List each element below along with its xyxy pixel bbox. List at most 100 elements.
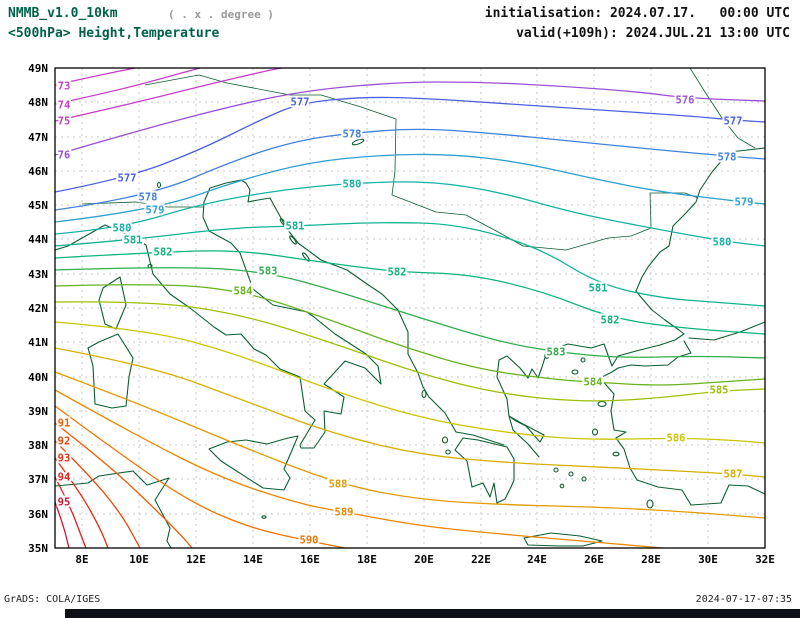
lat-tick-label: 38N xyxy=(28,439,48,452)
contour-labels: 7374757657657757757757857857857957958058… xyxy=(56,79,756,549)
grads-credit: GrADS: COLA/IGES xyxy=(4,594,101,605)
lake-garda xyxy=(156,181,162,189)
coastline-turkey-aegean xyxy=(599,340,765,506)
island-kefalonia xyxy=(441,436,449,444)
contour-label-584: 584 xyxy=(584,377,603,389)
island-corfu xyxy=(421,389,427,399)
island-euboea xyxy=(508,415,545,443)
lon-tick-label: 22E xyxy=(471,553,491,566)
coastline-france-italy-balkans-greece xyxy=(55,179,505,449)
lat-tick-label: 41N xyxy=(28,336,48,349)
contour-594 xyxy=(55,476,87,548)
island-cyclades xyxy=(553,467,559,473)
island-zakynthos xyxy=(445,449,451,455)
lat-tick-label: 37N xyxy=(28,473,48,486)
creation-timestamp: 2024-07-17-07:35 xyxy=(695,594,792,605)
contour-587 xyxy=(55,347,765,478)
resolution-note: ( . x . degree ) xyxy=(168,8,274,21)
lat-tick-label: 40N xyxy=(28,371,48,384)
contour-589 xyxy=(55,389,663,548)
coastline-tunisia xyxy=(55,470,172,548)
island-sicily xyxy=(208,435,299,491)
contour-label-593: 93 xyxy=(58,453,71,465)
coastline-peloponnese xyxy=(454,437,515,504)
contour-588 xyxy=(55,371,765,519)
contour-lines xyxy=(55,68,765,548)
bottom-bar xyxy=(65,609,800,618)
contour-580 xyxy=(55,181,765,247)
contour-label-578: 578 xyxy=(343,129,362,141)
river-danube xyxy=(144,74,699,251)
plot-title: <500hPa> Height,Temperature xyxy=(8,26,220,41)
lat-tick-label: 44N xyxy=(28,233,48,246)
lon-tick-label: 16E xyxy=(300,553,320,566)
contour-label-583: 583 xyxy=(547,347,566,359)
lon-tick-label: 14E xyxy=(243,553,263,566)
contour-586 xyxy=(55,321,765,444)
lat-tick-label: 39N xyxy=(28,405,48,418)
contour-577 xyxy=(55,96,765,193)
lat-tick-label: 45N xyxy=(28,199,48,212)
lat-tick-label: 47N xyxy=(28,131,48,144)
contour-label-580: 580 xyxy=(113,223,132,235)
gridlines xyxy=(55,67,766,549)
coastline-turkey-blacksea xyxy=(688,321,765,341)
island-lesbos xyxy=(597,400,607,408)
lon-tick-label: 8E xyxy=(75,553,88,566)
contour-573 xyxy=(55,68,136,86)
island-malta xyxy=(261,515,267,519)
island-sardinia xyxy=(87,333,134,409)
lon-tick-label: 18E xyxy=(357,553,377,566)
lat-tick-label: 43N xyxy=(28,268,48,281)
lat-tick-label: 49N xyxy=(28,62,48,75)
contour-593 xyxy=(55,457,109,548)
contour-label-576: 76 xyxy=(58,150,71,162)
contour-label-585: 585 xyxy=(710,385,729,397)
contour-label-577: 577 xyxy=(291,97,310,109)
contour-label-579: 579 xyxy=(146,205,165,217)
contour-label-577: 577 xyxy=(724,116,743,128)
lon-tick-label: 20E xyxy=(414,553,434,566)
coastline-east-greece-thrace-blacksea xyxy=(496,147,765,458)
river-po xyxy=(81,201,204,208)
contour-label-586: 586 xyxy=(667,433,686,445)
island-chios xyxy=(591,428,599,436)
contour-label-582: 582 xyxy=(154,247,173,259)
contour-label-574: 74 xyxy=(58,100,71,112)
contour-590 xyxy=(55,405,346,548)
island-samothrace xyxy=(580,357,586,363)
lon-tick-label: 12E xyxy=(186,553,206,566)
contour-578 xyxy=(55,128,765,211)
contour-581 xyxy=(55,222,765,307)
contour-591 xyxy=(55,422,193,548)
lat-tick-label: 42N xyxy=(28,302,48,315)
contour-label-589: 589 xyxy=(335,507,354,519)
contour-label-577: 577 xyxy=(118,173,137,185)
lon-tick-label: 32E xyxy=(755,553,775,566)
contour-label-578: 578 xyxy=(718,152,737,164)
contour-583 xyxy=(55,267,765,359)
coastlines xyxy=(55,68,765,548)
island-dalmatian xyxy=(302,252,310,262)
contour-label-591: 91 xyxy=(58,418,71,430)
lake-balaton xyxy=(351,138,365,146)
island-thasos xyxy=(544,353,550,359)
contour-576 xyxy=(55,81,765,156)
contour-label-588: 588 xyxy=(329,479,348,491)
contour-label-579: 579 xyxy=(735,197,754,209)
island-rhodes xyxy=(646,499,654,509)
contour-label-575: 75 xyxy=(58,116,71,128)
island-cyclades xyxy=(581,476,587,482)
lon-tick-label: 28E xyxy=(641,553,661,566)
island-dalmatian xyxy=(279,218,287,226)
island-cyclades xyxy=(559,483,565,489)
contour-label-587: 587 xyxy=(724,469,743,481)
contour-label-594: 94 xyxy=(58,472,71,484)
lon-tick-label: 30E xyxy=(698,553,718,566)
contour-label-581: 581 xyxy=(286,221,305,233)
contour-label-582: 582 xyxy=(601,315,620,327)
valid-time: valid(+109h): 2024.JUL.21 13:00 UTC xyxy=(516,26,790,41)
contour-592 xyxy=(55,440,141,548)
lat-tick-label: 36N xyxy=(28,508,48,521)
